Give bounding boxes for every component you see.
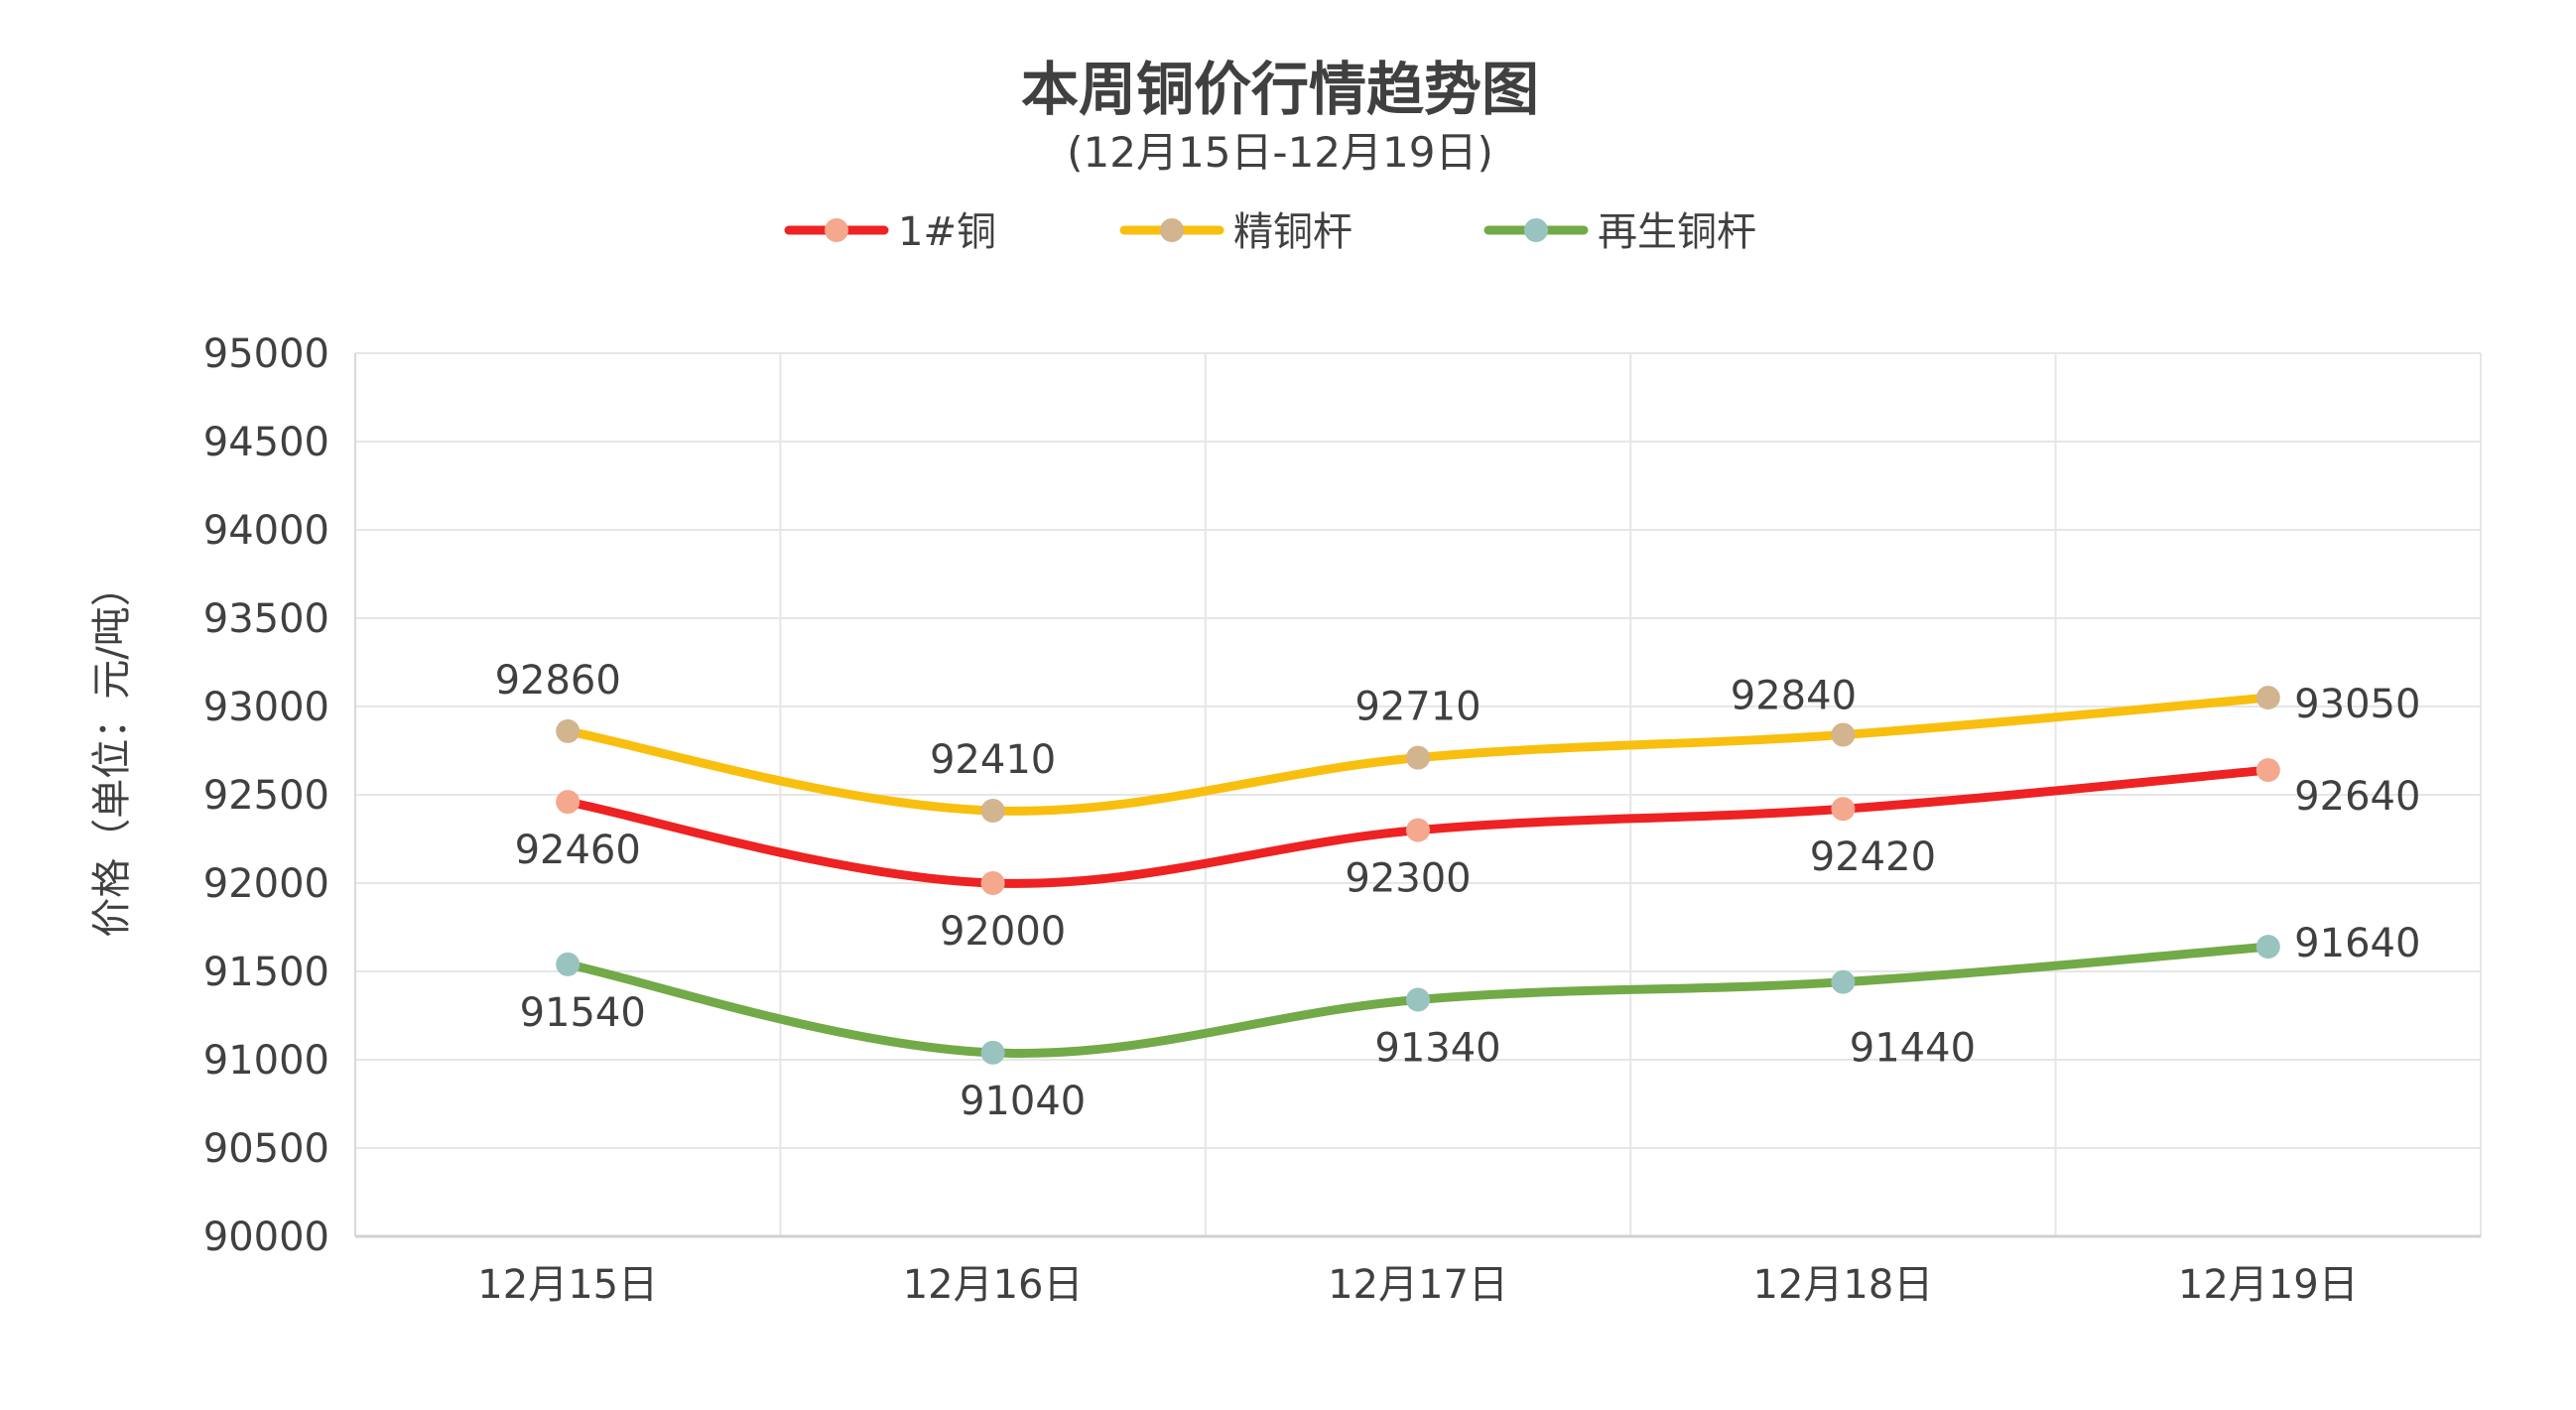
y-tick-label: 93500 bbox=[203, 596, 329, 642]
chart-title: 本周铜价行情趋势图 bbox=[1021, 56, 1539, 123]
data-point bbox=[1831, 722, 1856, 747]
data-label: 92460 bbox=[515, 828, 641, 873]
data-point bbox=[556, 718, 580, 743]
data-point bbox=[1831, 969, 1856, 994]
series-markers bbox=[556, 686, 2280, 1065]
legend: 1#铜 精铜杆 再生铜杆 bbox=[784, 209, 1756, 255]
y-axis-title: 价格（单位：元/吨） bbox=[89, 567, 135, 937]
data-point bbox=[2255, 935, 2280, 960]
data-labels: 92460 92000 92300 92420 92640 92860 92410 92710… bbox=[495, 658, 2421, 1124]
y-tick-label: 90500 bbox=[203, 1126, 329, 1172]
data-point bbox=[980, 871, 1005, 895]
data-label: 92420 bbox=[1810, 834, 1936, 880]
y-tick-label: 91500 bbox=[203, 950, 329, 995]
y-tick-label: 92500 bbox=[203, 773, 329, 819]
data-point bbox=[980, 1040, 1005, 1065]
y-tick-label: 92000 bbox=[203, 861, 329, 907]
data-point bbox=[556, 952, 580, 976]
chart-subtitle: (12月15日-12月19日) bbox=[1067, 128, 1493, 177]
data-label: 91340 bbox=[1374, 1025, 1500, 1071]
data-label: 92300 bbox=[1345, 856, 1471, 902]
data-label: 92640 bbox=[2294, 774, 2420, 820]
data-label: 92710 bbox=[1354, 685, 1481, 730]
data-label: 91540 bbox=[520, 990, 646, 1036]
legend-swatch-marker bbox=[1160, 218, 1184, 242]
data-point bbox=[556, 790, 580, 815]
x-tick-label: 12月15日 bbox=[477, 1262, 658, 1308]
legend-label: 精铜杆 bbox=[1233, 209, 1352, 255]
legend-swatch-marker bbox=[825, 218, 848, 242]
data-label: 92410 bbox=[930, 737, 1056, 783]
grid bbox=[355, 352, 2482, 1236]
data-point bbox=[1406, 818, 1430, 842]
x-tick-label: 12月16日 bbox=[903, 1262, 1084, 1308]
data-label: 91640 bbox=[2294, 921, 2420, 966]
x-tick-label: 12月17日 bbox=[1328, 1262, 1508, 1308]
data-point bbox=[2255, 686, 2280, 710]
x-tick-label: 12月19日 bbox=[2178, 1262, 2359, 1308]
legend-label: 再生铜杆 bbox=[1598, 209, 1756, 255]
y-tick-label: 94000 bbox=[203, 508, 329, 554]
y-tick-label: 90000 bbox=[203, 1215, 329, 1260]
data-label: 92000 bbox=[940, 909, 1066, 955]
data-label: 91440 bbox=[1850, 1026, 1976, 1072]
y-tick-label: 94500 bbox=[203, 420, 329, 465]
legend-label: 1#铜 bbox=[898, 209, 996, 255]
y-tick-label: 95000 bbox=[203, 331, 329, 377]
data-point bbox=[1406, 987, 1430, 1012]
data-label: 92860 bbox=[495, 658, 621, 704]
x-tick-label: 12月18日 bbox=[1753, 1262, 1934, 1308]
data-label: 92840 bbox=[1731, 673, 1857, 718]
y-tick-label: 93000 bbox=[203, 685, 329, 730]
data-point bbox=[2255, 758, 2280, 783]
data-label: 93050 bbox=[2294, 682, 2420, 727]
data-label: 91040 bbox=[960, 1079, 1086, 1124]
axes: 90000 90500 91000 91500 92000 92500 93000 93500… bbox=[203, 331, 2481, 1308]
data-point bbox=[1406, 745, 1430, 770]
legend-swatch-marker bbox=[1524, 218, 1548, 242]
data-point bbox=[1831, 797, 1856, 822]
data-point bbox=[980, 799, 1005, 824]
y-tick-label: 91000 bbox=[203, 1038, 329, 1084]
